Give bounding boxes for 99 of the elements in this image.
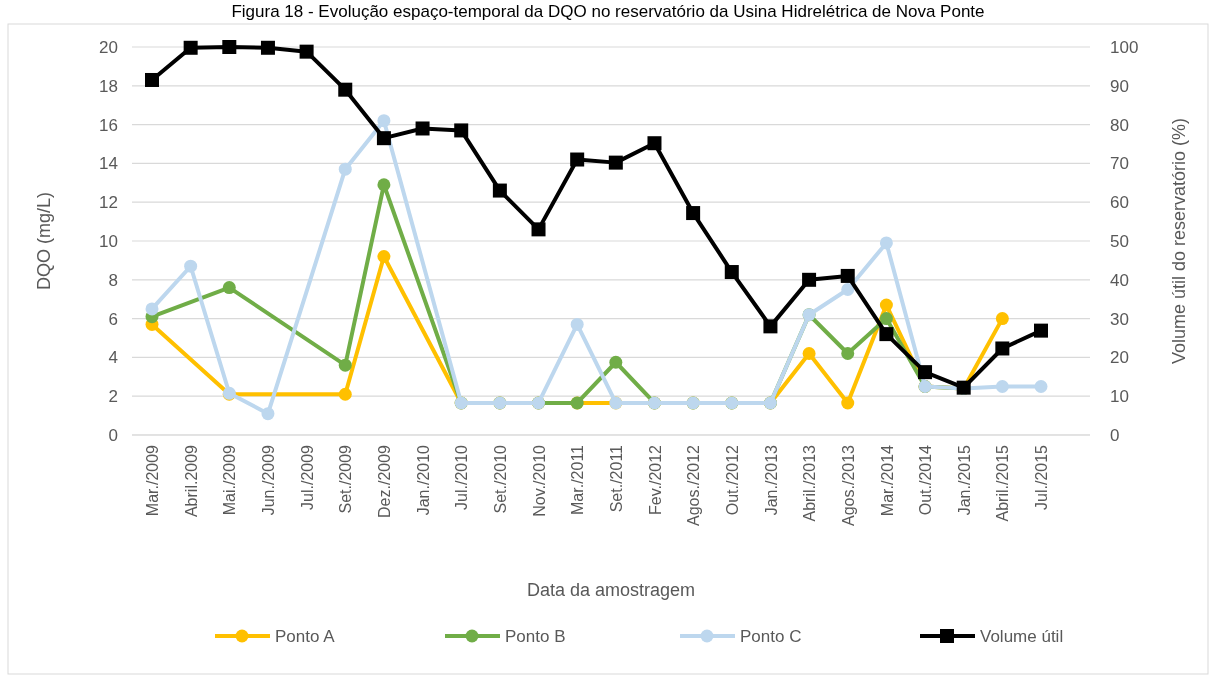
point [338, 387, 352, 401]
chart-title: Figura 18 - Evolução espaço-temporal da DQO no reservatório da Usina Hidrelétrica de Nova Ponte [231, 2, 985, 21]
y-tick-label: 20 [99, 37, 118, 57]
point [608, 155, 623, 170]
y2-tick-label: 40 [1110, 270, 1129, 290]
x-tick-label: Jul./2009 [298, 444, 316, 510]
point [802, 272, 817, 287]
x-tick-label: Mar./2011 [569, 444, 587, 515]
point [183, 40, 198, 55]
point [377, 114, 391, 128]
x-tick-label: Abril./2013 [801, 444, 819, 522]
x-tick-label: Jan./2015 [955, 444, 973, 516]
x-tick-label: Set./2010 [491, 444, 509, 514]
point [995, 380, 1009, 393]
legend-label: Ponto B [505, 627, 566, 646]
x-tick-label: Out./2012 [723, 444, 741, 516]
y2-tick-label: 0 [1110, 425, 1120, 445]
point [492, 183, 507, 198]
point [377, 250, 391, 264]
point [879, 312, 893, 326]
x-tick-label: Abril./2015 [994, 444, 1012, 522]
y2-tick-label: 30 [1110, 309, 1129, 329]
point [145, 72, 159, 87]
y2-tick-label: 70 [1110, 154, 1129, 174]
point [995, 341, 1010, 356]
x-axis-title: Data da amostragem [526, 580, 696, 600]
x-tick-label: Jan./2010 [414, 444, 432, 516]
x-tick-label: Set./2009 [337, 444, 355, 514]
point [841, 396, 855, 410]
point [879, 327, 894, 342]
y2-axis-title: Volume útil do reservatório (%) [1169, 117, 1189, 365]
y-tick-label: 18 [99, 76, 118, 96]
point [647, 136, 662, 151]
point [184, 259, 198, 273]
y-tick-label: 6 [108, 309, 118, 329]
point [376, 131, 391, 146]
x-tick-label: Agos./2012 [685, 444, 703, 526]
y-tick-label: 4 [108, 348, 118, 368]
point [338, 162, 352, 176]
point [879, 298, 893, 312]
x-tick-label: Dez./2009 [376, 444, 394, 518]
y-tick-label: 0 [108, 425, 118, 445]
y2-tick-label: 20 [1110, 348, 1129, 368]
x-tick-label: Jul./2015 [1033, 444, 1051, 510]
y-axis-title: DQO (mg/L) [34, 191, 54, 291]
y2-tick-label: 10 [1110, 387, 1129, 407]
point [377, 178, 391, 192]
point [724, 265, 739, 280]
point [763, 319, 778, 334]
x-tick-label: Out./2014 [917, 444, 935, 516]
y2-tick-label: 100 [1110, 37, 1139, 57]
point [841, 283, 855, 296]
point [570, 152, 585, 167]
point [840, 268, 855, 283]
point [1034, 323, 1048, 338]
y-tick-label: 14 [99, 154, 118, 174]
point [531, 222, 546, 237]
y2-tick-label: 90 [1110, 76, 1129, 96]
x-tick-label: Mar./2009 [144, 444, 162, 517]
y2-tick-label: 60 [1110, 193, 1129, 213]
point [454, 123, 469, 138]
y-tick-label: 2 [108, 387, 118, 407]
point [338, 358, 352, 372]
x-tick-label: Agos./2013 [839, 444, 857, 526]
point [879, 236, 893, 250]
point [686, 206, 701, 221]
x-tick-label: Jul./2010 [453, 444, 471, 510]
point [841, 347, 855, 361]
y-tick-label: 10 [99, 231, 118, 251]
x-tick-label: Set./2011 [607, 444, 625, 513]
y2-tick-label: 50 [1110, 231, 1129, 251]
point [261, 407, 275, 421]
point [415, 121, 430, 136]
point [299, 44, 314, 59]
point [260, 40, 275, 55]
y-tick-label: 16 [99, 115, 118, 135]
x-tick-label: Abril.2009 [182, 444, 200, 518]
point [338, 82, 353, 97]
x-tick-label: Fev./2012 [646, 444, 664, 515]
point [1034, 380, 1048, 393]
x-tick-label: Mar./2014 [878, 444, 896, 517]
x-tick-label: Jan./2013 [762, 444, 780, 516]
legend-label: Ponto C [740, 627, 802, 646]
x-tick-label: Jun./2009 [260, 444, 278, 516]
point [609, 355, 623, 369]
point [918, 365, 933, 380]
point [222, 40, 237, 54]
y2-tick-label: 80 [1110, 115, 1129, 135]
legend-label: Volume útil [980, 627, 1064, 646]
point [802, 347, 816, 361]
point [570, 317, 584, 331]
y-tick-label: 12 [99, 193, 118, 213]
point [995, 312, 1009, 326]
x-tick-label: Nov./2010 [530, 444, 548, 517]
point [145, 302, 159, 316]
y-tick-label: 8 [108, 270, 118, 290]
x-tick-label: Mai./2009 [221, 444, 239, 516]
legend-label: Ponto A [275, 627, 336, 646]
point [222, 281, 236, 295]
